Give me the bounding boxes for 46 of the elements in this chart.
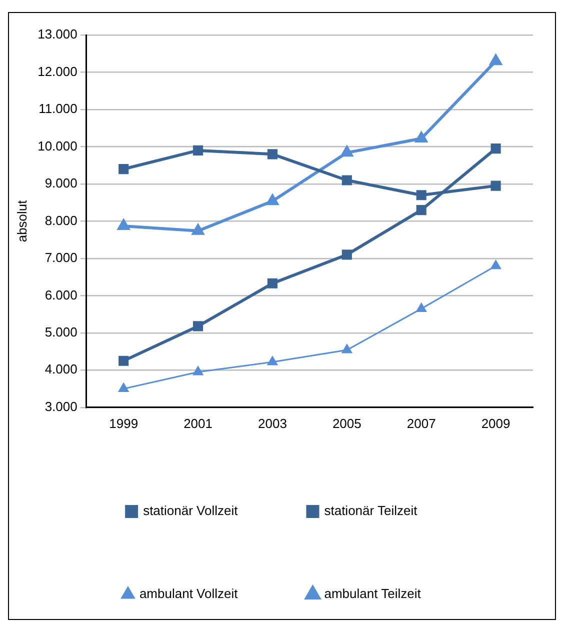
legend-label: ambulant Vollzeit	[139, 586, 238, 602]
legend-label: ambulant Teilzeit	[324, 586, 422, 602]
point	[342, 344, 352, 354]
point	[118, 383, 129, 392]
point	[267, 278, 278, 288]
y-tick-label: 3.000	[44, 398, 78, 414]
point	[490, 144, 501, 154]
point	[267, 149, 278, 160]
x-tick-label: 1999	[109, 416, 138, 431]
point	[490, 180, 501, 191]
point	[342, 175, 352, 186]
point	[192, 366, 204, 376]
point	[192, 224, 204, 235]
point	[416, 132, 428, 143]
y-axis-title: absolut	[14, 200, 30, 242]
y-tick-label: 6.000	[44, 287, 78, 302]
y-tick-label: 9.000	[44, 176, 78, 191]
point	[118, 220, 130, 230]
legend-label: stationär Teilzeit	[324, 503, 418, 518]
point	[416, 204, 426, 216]
point	[192, 145, 204, 156]
y-tick-label: 13.000	[38, 26, 78, 42]
point	[490, 54, 502, 66]
point	[118, 356, 129, 366]
x-tick-label: 2005	[332, 416, 362, 431]
point	[266, 194, 278, 206]
y-tick-label: 4.000	[44, 362, 78, 377]
x-tick-label: 2007	[406, 416, 436, 431]
x-tick-label: 2009	[481, 416, 510, 431]
y-tick-label: 5.000	[44, 324, 78, 340]
point	[118, 164, 129, 174]
x-tick-label: 2003	[258, 416, 287, 431]
point	[341, 146, 353, 157]
point	[192, 321, 204, 332]
point	[490, 260, 501, 270]
x-tick-label: 2001	[184, 416, 212, 431]
y-tick-label: 8.000	[44, 212, 78, 228]
point	[342, 250, 352, 260]
y-tick-label: 12.000	[38, 64, 78, 79]
y-tick-label: 11.000	[38, 101, 78, 116]
y-tick-label: 7.000	[44, 250, 78, 266]
point	[416, 302, 426, 312]
y-tick-label: 10.000	[38, 138, 78, 154]
point	[267, 356, 278, 366]
legend-label: stationär Vollzeit	[143, 503, 238, 518]
point	[416, 190, 426, 200]
